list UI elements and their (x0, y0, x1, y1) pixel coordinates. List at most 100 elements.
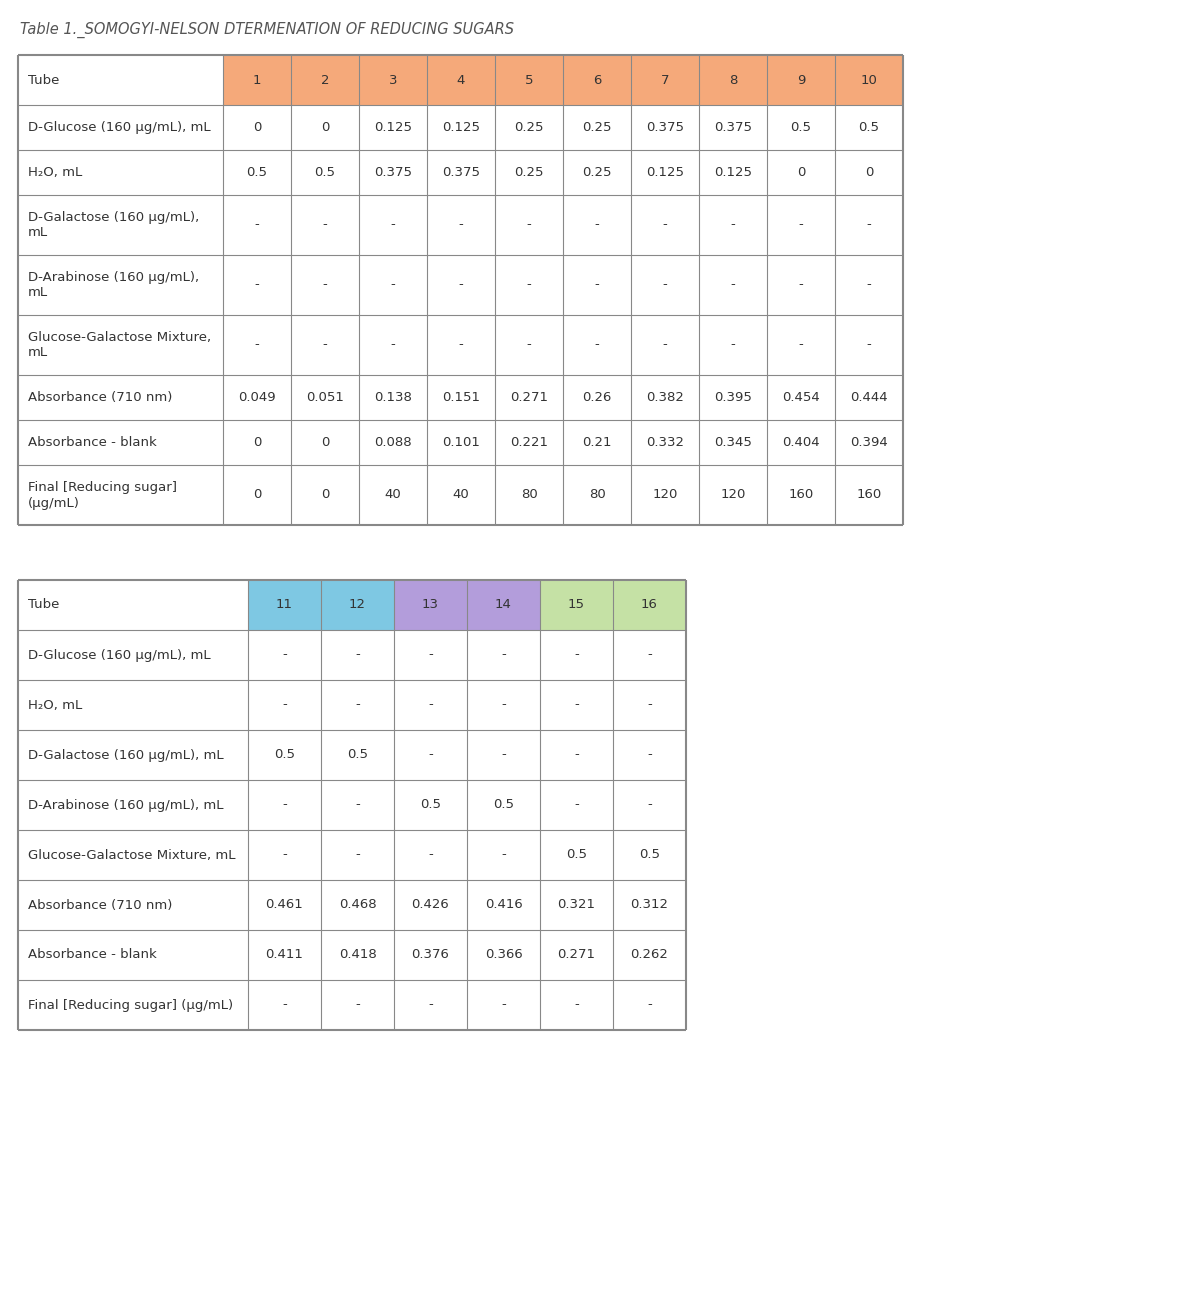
Bar (467, 880, 540, 930)
Bar (359, 55, 427, 105)
Text: 0.382: 0.382 (646, 391, 684, 404)
Text: 0.25: 0.25 (582, 121, 612, 134)
Bar (427, 465, 496, 525)
Text: 120: 120 (653, 488, 678, 502)
Text: -: - (391, 278, 395, 291)
Bar (322, 979, 394, 1029)
Text: 0.5: 0.5 (640, 848, 660, 861)
Text: 0.125: 0.125 (374, 121, 412, 134)
Text: 6: 6 (593, 74, 601, 87)
Text: 0.5: 0.5 (791, 121, 811, 134)
Text: 0.375: 0.375 (374, 165, 412, 179)
Bar (394, 680, 467, 730)
Text: 0.404: 0.404 (782, 436, 820, 449)
Bar (698, 315, 767, 376)
Text: -: - (574, 748, 578, 762)
Bar (496, 196, 563, 255)
Bar (467, 630, 540, 680)
Bar (835, 105, 904, 150)
Bar (18, 465, 223, 525)
Bar (613, 730, 686, 780)
Bar (359, 315, 427, 376)
Text: -: - (355, 649, 360, 662)
Bar (835, 255, 904, 315)
Text: 0.5: 0.5 (420, 798, 442, 811)
Text: -: - (323, 339, 328, 352)
Bar (496, 420, 563, 465)
Bar (394, 880, 467, 930)
Bar (18, 150, 223, 196)
Text: -: - (458, 278, 463, 291)
Bar (292, 376, 359, 420)
Bar (292, 196, 359, 255)
Text: 0.125: 0.125 (714, 165, 752, 179)
Bar (359, 465, 427, 525)
Text: D-Arabinose (160 µg/mL),
mL: D-Arabinose (160 µg/mL), mL (28, 270, 199, 299)
Bar (698, 150, 767, 196)
Text: 9: 9 (797, 74, 805, 87)
Text: 0.125: 0.125 (646, 165, 684, 179)
Text: 0.25: 0.25 (515, 121, 544, 134)
Text: Glucose-Galactose Mixture,
mL: Glucose-Galactose Mixture, mL (28, 331, 211, 360)
Bar (359, 255, 427, 315)
Bar (427, 55, 496, 105)
Text: -: - (254, 278, 259, 291)
Text: -: - (647, 649, 652, 662)
Bar (613, 680, 686, 730)
Text: 160: 160 (857, 488, 882, 502)
Bar (18, 376, 223, 420)
Text: 0.25: 0.25 (582, 165, 612, 179)
Bar (540, 880, 613, 930)
Text: -: - (355, 998, 360, 1011)
Bar (223, 196, 292, 255)
Bar (496, 315, 563, 376)
Bar (835, 150, 904, 196)
Text: 10: 10 (860, 74, 877, 87)
Text: -: - (574, 699, 578, 712)
Text: -: - (428, 699, 433, 712)
Text: 13: 13 (422, 599, 439, 612)
Bar (496, 465, 563, 525)
Text: 0.468: 0.468 (338, 898, 377, 911)
Bar (496, 255, 563, 315)
Text: 0: 0 (320, 488, 329, 502)
Text: -: - (731, 278, 736, 291)
Bar (292, 465, 359, 525)
Text: -: - (282, 649, 287, 662)
Bar (359, 150, 427, 196)
Bar (322, 880, 394, 930)
Text: 0.5: 0.5 (566, 848, 587, 861)
Text: 0: 0 (253, 121, 262, 134)
Bar (18, 105, 223, 150)
Text: 0.151: 0.151 (442, 391, 480, 404)
Bar (467, 680, 540, 730)
Text: -: - (574, 798, 578, 811)
Text: -: - (799, 278, 803, 291)
Bar (835, 465, 904, 525)
Text: 0.049: 0.049 (238, 391, 276, 404)
Bar (248, 979, 322, 1029)
Bar (394, 730, 467, 780)
Text: -: - (502, 748, 506, 762)
Bar (540, 979, 613, 1029)
Bar (223, 105, 292, 150)
Text: 160: 160 (788, 488, 814, 502)
Bar (613, 930, 686, 979)
Text: 0.5: 0.5 (493, 798, 514, 811)
Text: -: - (574, 649, 578, 662)
Text: 5: 5 (524, 74, 533, 87)
Bar (835, 420, 904, 465)
Bar (18, 830, 248, 880)
Bar (18, 780, 248, 830)
Bar (835, 315, 904, 376)
Bar (467, 930, 540, 979)
Bar (292, 150, 359, 196)
Text: Table 1._SOMOGYI-NELSON DTERMENATION OF REDUCING SUGARS: Table 1._SOMOGYI-NELSON DTERMENATION OF … (20, 22, 514, 38)
Text: 40: 40 (385, 488, 401, 502)
Bar (292, 315, 359, 376)
Bar (18, 55, 223, 105)
Text: 2: 2 (320, 74, 329, 87)
Bar (427, 150, 496, 196)
Text: -: - (527, 218, 532, 231)
Text: 0.138: 0.138 (374, 391, 412, 404)
